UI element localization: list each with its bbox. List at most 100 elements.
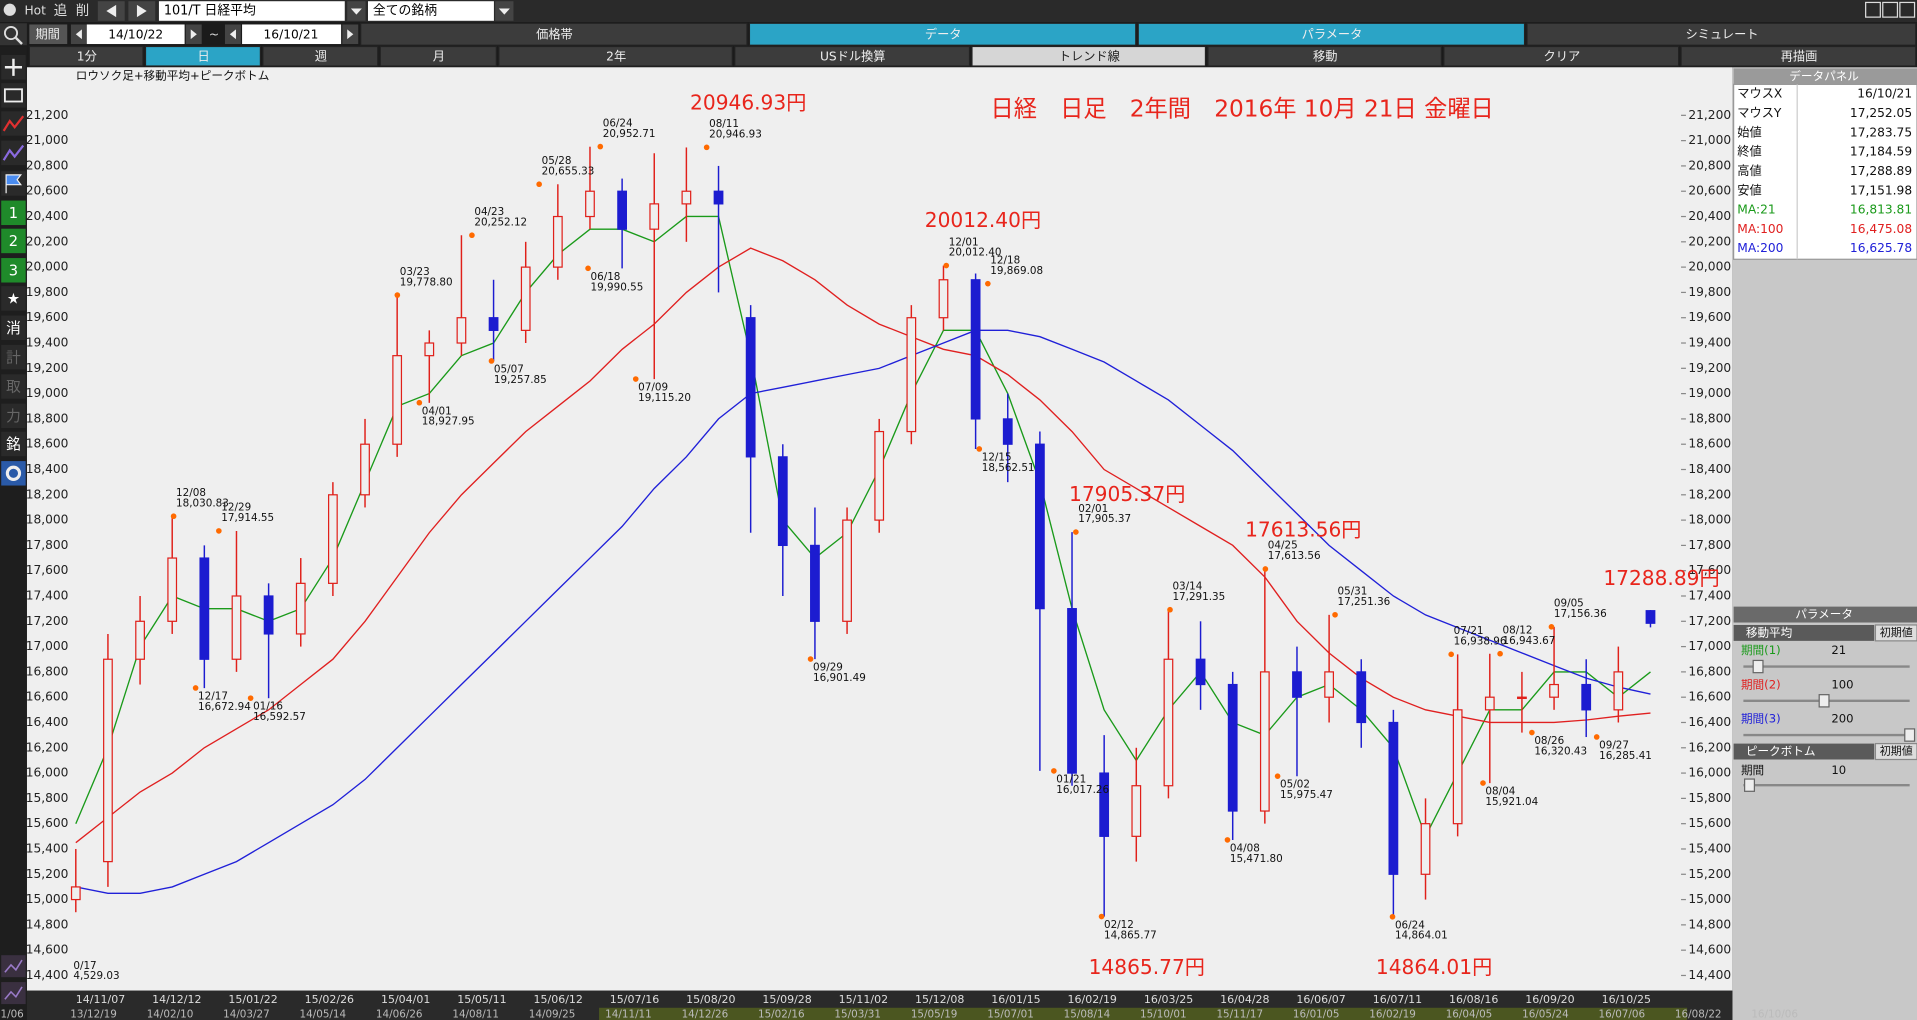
delete-button[interactable]: 削 — [76, 3, 89, 19]
symbol-combo[interactable] — [158, 1, 345, 21]
peak-bottom-value: 20,012.40 — [949, 247, 1002, 259]
tab-label[interactable]: パラメータ — [1302, 27, 1363, 41]
tool-button[interactable] — [1, 228, 26, 254]
mode-button-label[interactable]: 月 — [433, 49, 445, 63]
add-button[interactable]: 追 — [54, 3, 67, 19]
mode-button[interactable] — [28, 45, 144, 67]
tool-button[interactable] — [1, 955, 26, 978]
mode-button-label[interactable]: USドル換算 — [820, 48, 886, 63]
y-tick-label: 15,200 — [26, 867, 69, 881]
tab[interactable] — [748, 22, 1137, 46]
overview-label: 15/07/01 — [987, 1008, 1034, 1020]
from-date-box[interactable] — [86, 24, 185, 45]
tool-button[interactable] — [1, 982, 26, 1005]
candle-body — [874, 430, 885, 521]
tool-button[interactable] — [1, 258, 26, 283]
peak-bottom-dot — [1332, 611, 1338, 618]
y-tick-label: 17,600 — [1688, 563, 1731, 577]
tool-label[interactable]: 3 — [9, 263, 18, 280]
mode-button-label[interactable]: 日 — [197, 49, 209, 63]
universe-combo[interactable] — [367, 1, 494, 21]
tool-label[interactable]: 銘 — [6, 436, 21, 453]
mode-button[interactable] — [379, 45, 497, 67]
tool-button[interactable] — [1, 111, 26, 136]
window-button[interactable] — [1865, 1, 1881, 18]
mode-button[interactable] — [144, 45, 262, 67]
y-tick-label: 21,000 — [26, 133, 69, 147]
x-tick-label: 16/09/20 — [1525, 993, 1574, 1006]
tool-label[interactable]: 消 — [6, 320, 21, 337]
slider-knob[interactable] — [1744, 778, 1756, 792]
mode-button[interactable] — [971, 45, 1207, 67]
moving-average-line — [75, 215, 1651, 838]
y-tick-label: 17,800 — [26, 538, 69, 552]
mode-button-label[interactable]: 2年 — [606, 49, 626, 63]
tool-button[interactable] — [1, 140, 26, 166]
slider-knob[interactable] — [1818, 694, 1830, 708]
tool-button[interactable] — [1, 431, 26, 457]
hot-button[interactable]: Hot — [24, 4, 46, 18]
peak-bottom-date: 06/24 — [1395, 919, 1425, 931]
mode-button-label[interactable]: トレンド線 — [1059, 48, 1120, 63]
y-tick-label: 15,200 — [1688, 867, 1731, 881]
overview-window[interactable] — [599, 1007, 1688, 1020]
tool-icon — [2, 144, 25, 161]
to-date-box[interactable] — [242, 24, 342, 45]
candle-body — [906, 317, 917, 433]
reset-label[interactable]: 初期値 — [1880, 626, 1913, 639]
tool-label[interactable]: 計 — [6, 349, 21, 366]
tool-label[interactable]: 2 — [9, 233, 18, 250]
peak-bottom-value: 16,592.57 — [253, 711, 306, 723]
tool-button[interactable] — [1, 200, 26, 226]
mode-button-label[interactable]: 移動 — [1313, 49, 1337, 63]
tool-button[interactable] — [1, 461, 26, 486]
window-button[interactable] — [1882, 1, 1899, 18]
slider-knob[interactable] — [1752, 659, 1764, 674]
window-button[interactable] — [1899, 1, 1916, 18]
tool-label[interactable]: ★ — [7, 291, 20, 308]
mode-button[interactable] — [498, 45, 733, 67]
mode-button-label[interactable]: 週 — [315, 49, 327, 63]
reset-button[interactable] — [1874, 742, 1917, 761]
mode-button[interactable] — [1680, 45, 1917, 67]
tab-label[interactable]: データ — [925, 26, 962, 41]
panel-ma-value: 16,475.08 — [1850, 222, 1912, 236]
y-tick-label: 18,400 — [1688, 462, 1731, 476]
mode-button[interactable] — [1207, 45, 1443, 67]
candle-body — [1484, 696, 1495, 711]
tab[interactable] — [360, 22, 748, 46]
period-value: 10 — [1831, 763, 1846, 777]
mode-button[interactable] — [1443, 45, 1680, 67]
mode-button[interactable] — [734, 45, 971, 67]
overview-label: 16/02/19 — [1369, 1008, 1416, 1020]
tool-button[interactable] — [1, 403, 26, 429]
y-tick-label: 16,000 — [26, 766, 69, 780]
y-tick-label: 20,200 — [26, 234, 69, 248]
tool-button[interactable] — [1, 344, 26, 370]
tab[interactable] — [1137, 22, 1526, 46]
mode-button-label[interactable]: 1分 — [77, 49, 97, 63]
mode-button[interactable] — [262, 45, 379, 67]
tab-label[interactable]: 価格帯 — [536, 26, 573, 41]
slider-knob[interactable] — [1904, 728, 1916, 742]
mode-button-label[interactable]: クリア — [1544, 49, 1581, 63]
y-tick-label: 16,200 — [26, 740, 69, 754]
reset-label[interactable]: 初期値 — [1880, 745, 1913, 758]
tool-button[interactable] — [1, 374, 26, 399]
tool-button[interactable] — [1, 315, 26, 340]
x-tick-label: 15/04/01 — [381, 993, 430, 1006]
tool-label[interactable]: 1 — [9, 205, 18, 222]
tab-label[interactable]: シミュレート — [1685, 27, 1758, 41]
tool-label[interactable]: 力 — [6, 408, 21, 425]
tool-button[interactable] — [1, 286, 26, 311]
tab[interactable] — [1526, 22, 1917, 46]
tool-label[interactable]: 取 — [6, 379, 21, 396]
candle-body — [585, 190, 595, 218]
x-tick-label: 15/05/11 — [457, 993, 506, 1006]
overview-label: 15/08/14 — [1064, 1008, 1111, 1020]
reset-button[interactable] — [1874, 624, 1917, 642]
peak-bottom-date: 04/08 — [1230, 842, 1260, 854]
mode-button-label[interactable]: 再描画 — [1781, 49, 1818, 63]
candle-body — [1517, 696, 1527, 700]
